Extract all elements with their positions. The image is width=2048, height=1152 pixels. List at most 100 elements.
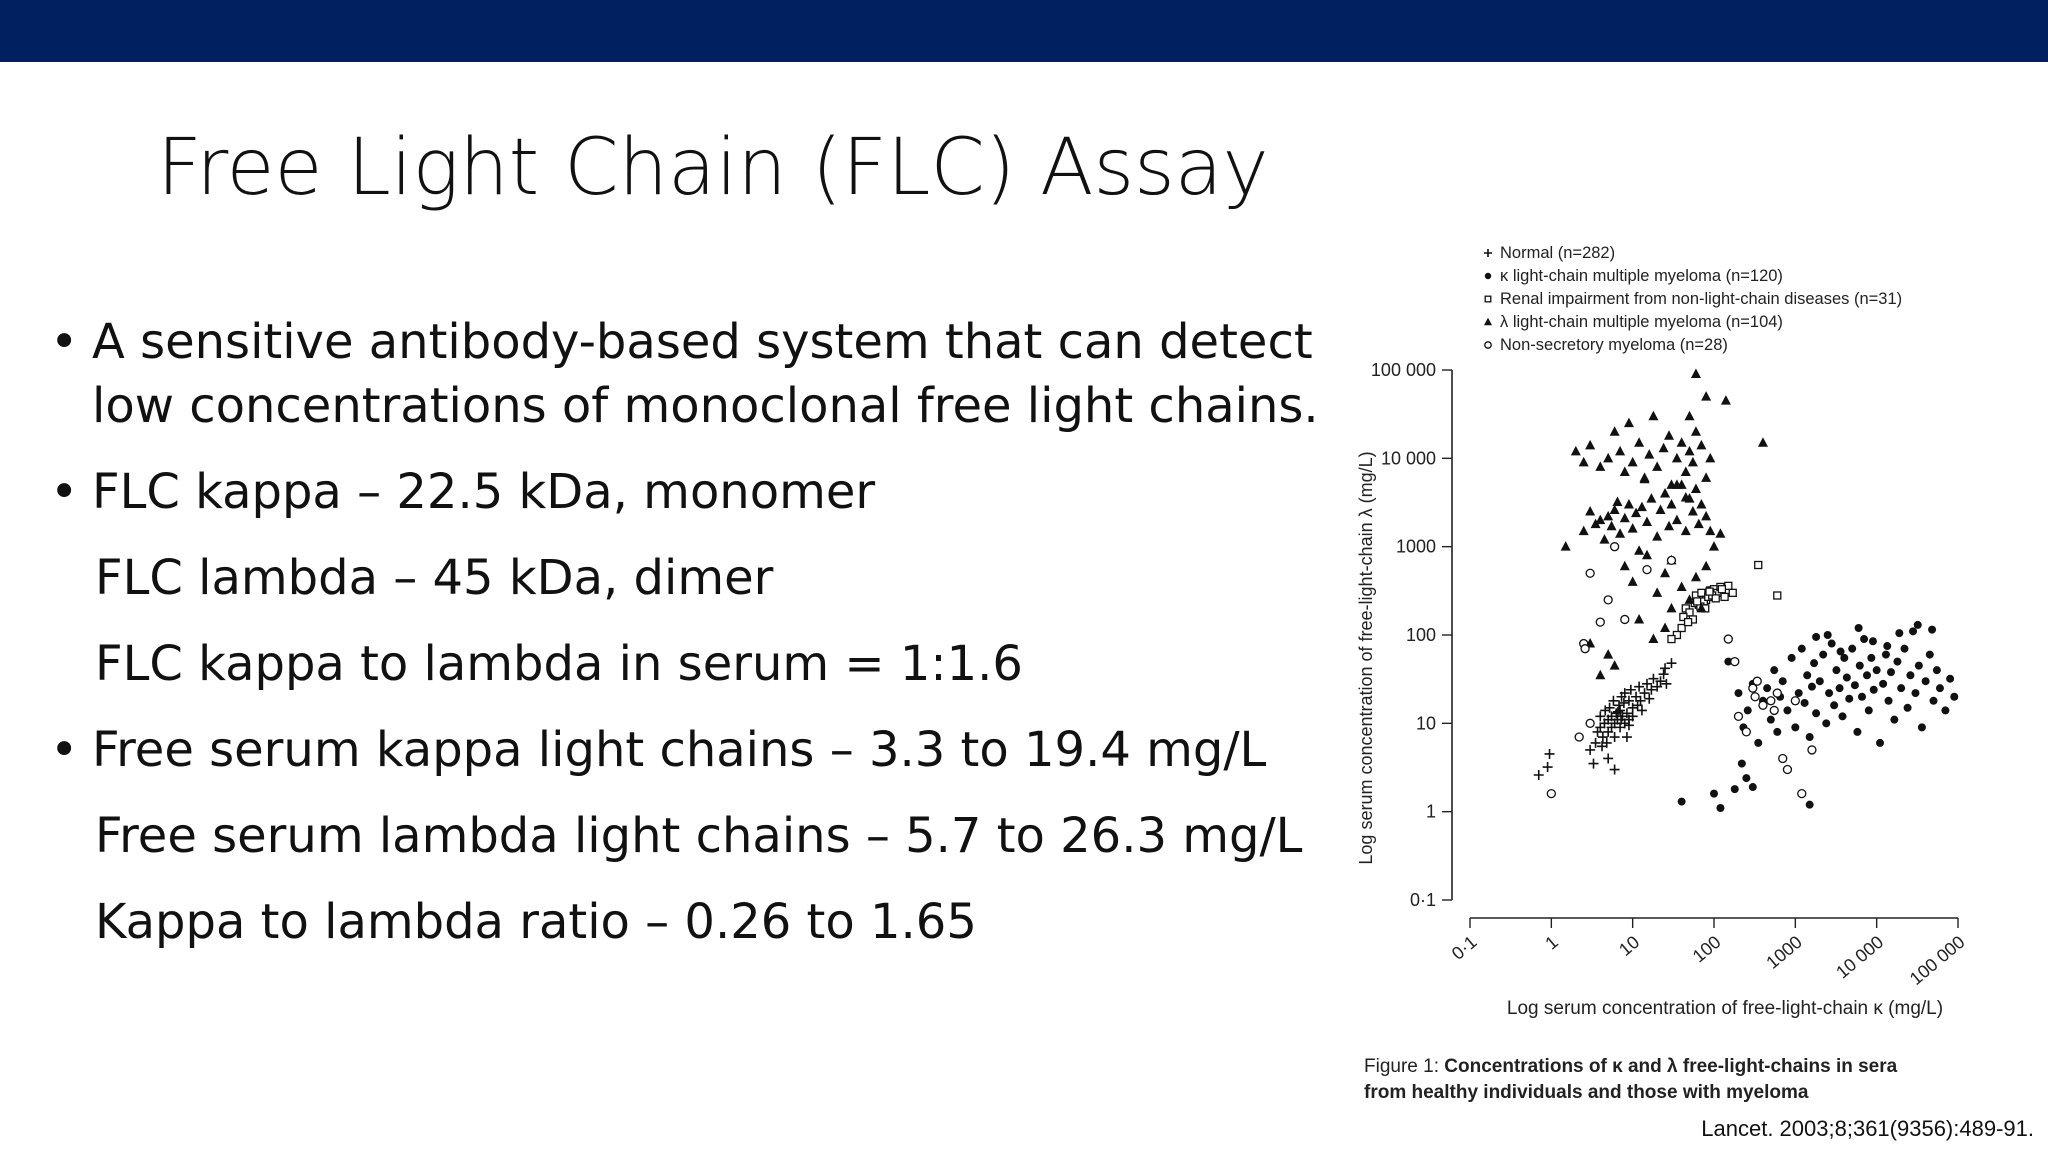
data-point-filled-circle xyxy=(1897,684,1906,693)
data-point-filled-circle xyxy=(1838,712,1847,721)
data-point-filled-triangle xyxy=(1660,622,1671,633)
data-point-filled-triangle xyxy=(1595,461,1606,471)
data-point-plus xyxy=(1585,744,1596,755)
data-point-open-circle xyxy=(1546,788,1556,799)
data-point-open-circle xyxy=(1778,753,1788,764)
legend-label: Non-secretory myeloma (n=28) xyxy=(1500,336,1728,354)
data-point-filled-circle xyxy=(1743,706,1752,715)
data-point-plus xyxy=(1597,741,1608,752)
data-point-open-circle xyxy=(1790,696,1800,706)
data-point-plus xyxy=(1621,732,1632,743)
data-point-filled-triangle xyxy=(1648,410,1659,421)
data-point-filled-triangle xyxy=(1627,576,1638,586)
data-point-filled-circle xyxy=(1911,689,1920,698)
data-point-plus xyxy=(1666,658,1677,669)
figure-caption-line-2: from healthy individuals and those with … xyxy=(1364,1082,1809,1103)
y-tick-label: 10 xyxy=(1416,713,1436,733)
data-point-filled-triangle xyxy=(1615,528,1626,538)
data-point-filled-circle xyxy=(1850,681,1859,690)
data-point-filled-triangle xyxy=(1715,528,1726,538)
data-point-filled-circle xyxy=(1950,692,1959,701)
legend-marker-open-circle xyxy=(1484,341,1492,349)
legend-label: λ light-chain multiple myeloma (n=104) xyxy=(1500,313,1783,331)
data-point-filled-triangle xyxy=(1634,437,1645,447)
data-point-filled-circle xyxy=(1867,653,1876,662)
data-point-filled-triangle xyxy=(1641,549,1652,560)
data-point-filled-circle xyxy=(1778,677,1787,686)
data-point-filled-circle xyxy=(1840,653,1849,662)
y-tick-label: 100 xyxy=(1406,625,1436,645)
data-point-open-circle xyxy=(1730,656,1740,667)
data-point-plus xyxy=(1616,714,1627,725)
data-point-filled-circle xyxy=(1932,666,1941,675)
data-point-filled-triangle xyxy=(1680,525,1691,536)
data-point-plus xyxy=(1588,758,1599,769)
legend-label: κ light-chain multiple myeloma (n=120) xyxy=(1500,267,1783,285)
data-point-plus xyxy=(1644,693,1655,704)
data-point-open-circle xyxy=(1733,711,1744,721)
data-point-filled-circle xyxy=(1917,723,1926,732)
data-point-open-square xyxy=(1754,560,1763,570)
data-point-filled-circle xyxy=(1766,715,1775,724)
data-point-plus xyxy=(1600,705,1611,716)
legend-marker-filled-circle xyxy=(1484,272,1492,280)
data-point-filled-circle xyxy=(1805,800,1814,809)
data-point-open-circle xyxy=(1595,617,1605,627)
data-point-filled-triangle xyxy=(1595,514,1606,525)
data-point-open-square xyxy=(1692,597,1702,606)
data-point-open-circle xyxy=(1574,732,1584,742)
data-point-filled-circle xyxy=(1822,719,1831,728)
data-point-plus xyxy=(1533,770,1544,781)
data-point-open-circle xyxy=(1666,555,1677,565)
bullet-marker: • xyxy=(50,314,79,370)
data-point-plus xyxy=(1614,700,1625,711)
data-point-filled-circle xyxy=(1903,703,1912,712)
data-point-filled-triangle xyxy=(1609,504,1620,515)
data-point-filled-circle xyxy=(1845,694,1854,703)
legend-marker-open-square xyxy=(1484,295,1492,303)
data-point-plus xyxy=(1609,764,1620,775)
data-point-filled-triangle xyxy=(1646,493,1657,503)
data-point-plus xyxy=(1652,681,1663,692)
data-point-filled-circle xyxy=(1825,689,1834,698)
bullet-3-line-3: Kappa to lambda ratio – 0.26 to 1.65 xyxy=(95,894,977,950)
data-point-filled-circle xyxy=(1895,629,1904,638)
data-point-filled-circle xyxy=(1864,706,1873,715)
data-point-filled-circle xyxy=(1716,804,1725,813)
data-point-plus xyxy=(1618,697,1629,708)
legend-marker-filled-triangle xyxy=(1484,317,1492,326)
data-point-filled-triangle xyxy=(1603,510,1614,521)
data-point-filled-triangle xyxy=(1690,368,1701,379)
data-point-filled-circle xyxy=(1935,684,1944,693)
data-point-filled-circle xyxy=(1914,661,1923,670)
data-point-plus xyxy=(1621,708,1632,719)
data-point-filled-triangle xyxy=(1619,560,1630,571)
data-point-filled-circle xyxy=(1800,698,1809,707)
data-point-open-square xyxy=(1773,591,1782,600)
data-point-filled-circle xyxy=(1836,647,1845,656)
data-point-filled-circle xyxy=(1812,632,1821,641)
data-point-filled-circle xyxy=(1842,673,1851,682)
data-point-open-circle xyxy=(1741,727,1752,737)
data-point-plus xyxy=(1623,695,1634,706)
data-point-filled-triangle xyxy=(1696,602,1707,613)
data-point-filled-triangle xyxy=(1690,426,1701,436)
data-point-open-circle xyxy=(1642,564,1652,575)
data-point-filled-triangle xyxy=(1631,507,1642,518)
data-point-filled-triangle xyxy=(1664,520,1675,531)
data-point-filled-circle xyxy=(1748,783,1757,792)
data-point-filled-circle xyxy=(1734,689,1743,698)
data-point-filled-circle xyxy=(1730,785,1739,794)
x-axis-label: Log serum concentration of free-light-ch… xyxy=(1507,998,1943,1019)
data-point-open-square xyxy=(1697,588,1706,598)
data-point-filled-circle xyxy=(1807,682,1816,691)
data-point-filled-triangle xyxy=(1701,510,1712,521)
data-point-open-circle xyxy=(1797,788,1807,799)
y-tick-label: 10 000 xyxy=(1381,448,1436,468)
data-point-filled-circle xyxy=(1724,657,1733,666)
data-point-filled-circle xyxy=(1773,727,1782,736)
x-tick-label: 10 000 xyxy=(1832,932,1887,983)
data-point-open-circle xyxy=(1782,764,1793,775)
data-point-filled-circle xyxy=(1791,723,1800,732)
data-point-filled-triangle xyxy=(1627,456,1638,467)
